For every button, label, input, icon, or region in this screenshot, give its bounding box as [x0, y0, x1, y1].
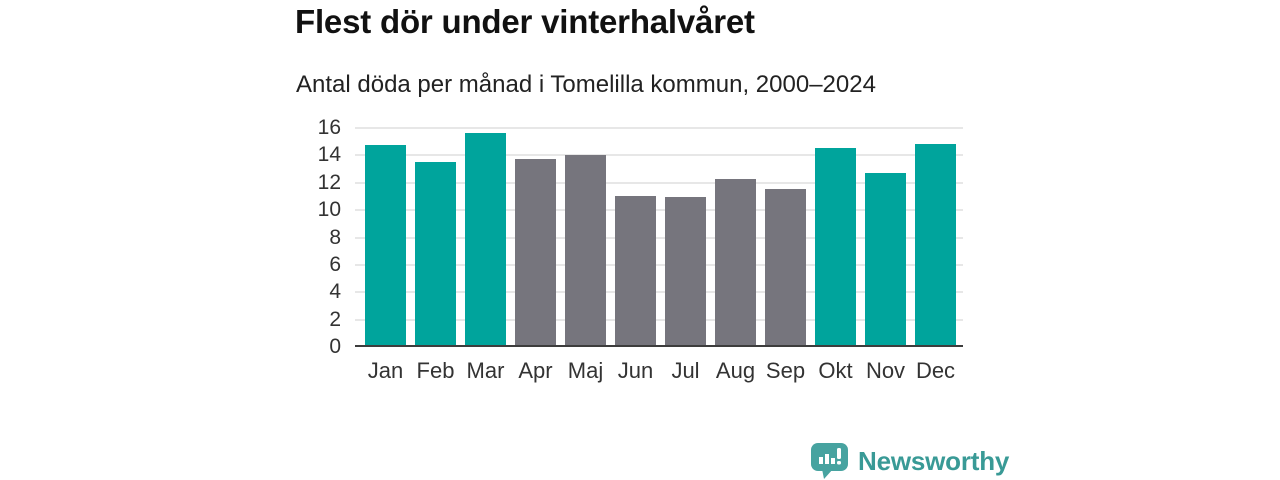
y-tick-label-12: 12: [317, 170, 341, 194]
x-tick-label-apr: Apr: [518, 358, 553, 383]
x-tick-label-feb: Feb: [416, 358, 455, 383]
newsworthy-logo: Newsworthy: [810, 443, 1009, 480]
plot-area: [355, 127, 963, 347]
x-axis-tick-labels: Jan Feb Mar Apr Maj Jun Jul Aug Sep Okt Nov Dec: [355, 358, 963, 388]
y-tick-label-0: 0: [329, 335, 341, 358]
bar-jul: [665, 197, 706, 345]
bar-mar: [465, 132, 506, 345]
gridline-y-2: [355, 318, 963, 321]
gridline-y-14: [355, 154, 963, 157]
bar-feb: [415, 161, 456, 345]
bar-nov: [865, 172, 906, 345]
y-tick-label-16: 16: [317, 116, 341, 139]
chart-title: Flest dör under vinterhalvåret: [295, 3, 755, 40]
bar-dec: [915, 143, 956, 345]
y-tick-label-4: 4: [329, 280, 341, 304]
x-tick-label-nov: Nov: [865, 358, 906, 383]
bar-aug: [715, 179, 756, 345]
x-tick-label-maj: Maj: [567, 358, 604, 383]
x-tick-label-aug: Aug: [715, 358, 756, 383]
bar-maj: [565, 154, 606, 345]
x-tick-label-jul: Jul: [671, 358, 700, 383]
bar-sep: [765, 188, 806, 345]
bar-apr: [515, 158, 556, 345]
newsworthy-logo-text: Newsworthy: [858, 446, 1010, 476]
y-axis-tick-labels: 0 2 4 6 8 10 12 14 16: [286, 117, 348, 358]
gridline-y-8: [355, 236, 963, 239]
x-tick-label-mar: Mar: [466, 358, 505, 383]
gridline-y-10: [355, 209, 963, 212]
bar-okt: [815, 147, 856, 345]
chart-subtitle: Antal döda per månad i Tomelilla kommun,…: [296, 71, 876, 98]
x-tick-label-okt: Okt: [818, 358, 853, 383]
gridline-y-4: [355, 291, 963, 294]
y-tick-label-6: 6: [329, 252, 341, 276]
y-tick-label-10: 10: [317, 198, 341, 222]
x-tick-label-sep: Sep: [765, 358, 806, 383]
x-tick-label-jan: Jan: [367, 358, 404, 383]
y-tick-label-14: 14: [317, 143, 341, 167]
gridline-y-16: [355, 127, 963, 129]
y-tick-label-8: 8: [329, 225, 341, 249]
y-tick-label-2: 2: [329, 307, 341, 331]
x-tick-label-jun: Jun: [617, 358, 654, 383]
gridline-y-6: [355, 263, 963, 266]
x-tick-label-dec: Dec: [915, 358, 956, 383]
bar-jun: [615, 195, 656, 345]
gridline-y-12: [355, 181, 963, 184]
newsworthy-logo-icon: [811, 443, 848, 479]
bar-jan: [365, 145, 406, 345]
